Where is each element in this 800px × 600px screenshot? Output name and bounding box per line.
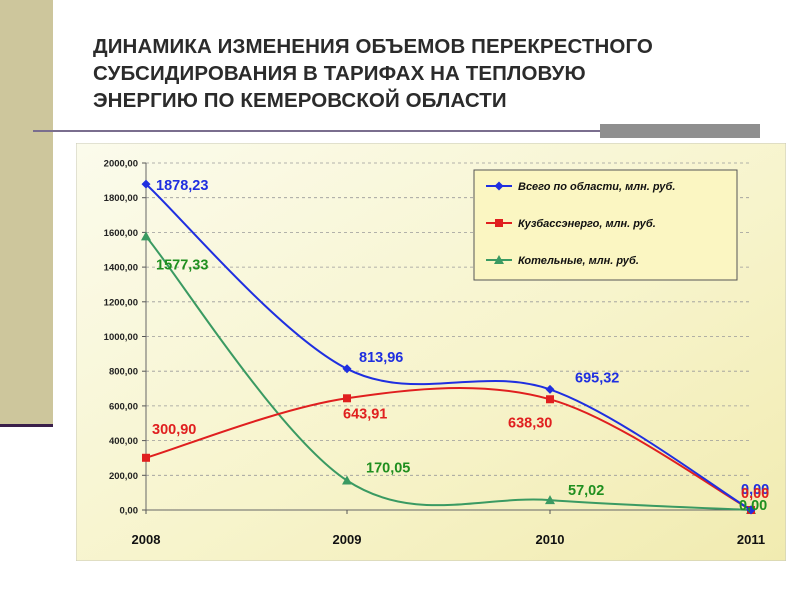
data-point-total (141, 179, 151, 189)
data-point-total (342, 364, 352, 374)
y-tick-label: 800,00 (109, 367, 138, 378)
data-point-kuzbassenergo (343, 394, 351, 403)
y-tick-label: 1600,00 (104, 228, 138, 239)
data-point-total (746, 505, 756, 515)
y-tick-label: 1800,00 (104, 193, 138, 204)
y-tick-label: 0,00 (120, 506, 139, 517)
data-point-total (545, 384, 555, 394)
title-underline (33, 130, 760, 132)
slide-title: ДИНАМИКА ИЗМЕНЕНИЯ ОБЪЕМОВ ПЕРЕКРЕСТНОГО… (93, 35, 653, 112)
data-label-total: 695,32 (575, 370, 619, 386)
data-label-kuzbassenergo: 0,00 (741, 486, 769, 502)
y-tick-label: 200,00 (109, 471, 138, 482)
y-tick-label: 1000,00 (104, 332, 138, 343)
line-chart: 0,00 200,00 400,00 600,00 800,00 1000,00 1200,… (75, 142, 787, 562)
decorative-side-bar (0, 0, 53, 426)
data-label-boilers: 0,00 (739, 498, 767, 514)
legend-label-boilers: Котельные, млн. руб. (518, 255, 639, 267)
chart-container: 0,00 200,00 400,00 600,00 800,00 1000,00 1200,… (75, 142, 787, 562)
y-tick-label: 400,00 (109, 436, 138, 447)
x-tick-label: 2009 (333, 532, 362, 547)
decorative-side-rule (0, 424, 53, 427)
legend-marker-total (494, 181, 504, 191)
data-label-boilers: 170,05 (366, 460, 410, 476)
series-line-boilers (145, 235, 752, 511)
y-tick-label: 1200,00 (104, 297, 138, 308)
legend-marker-kuzbassenergo (495, 219, 503, 227)
data-label-total: 813,96 (359, 350, 403, 366)
legend-marker-boilers (494, 255, 504, 264)
data-point-kuzbassenergo (142, 453, 150, 462)
data-label-kuzbassenergo: 643,91 (343, 406, 387, 422)
data-label-total: 1878,23 (156, 178, 208, 194)
data-point-boilers (342, 475, 352, 485)
legend-label-total: Всего по области, млн. руб. (518, 181, 675, 193)
title-accent-block (600, 124, 760, 138)
legend-box (473, 169, 738, 281)
data-label-kuzbassenergo: 300,90 (152, 422, 196, 438)
legend-label-kuzbassenergo: Кузбассэнерго, млн. руб. (518, 218, 656, 230)
y-tick-label: 1400,00 (104, 263, 138, 274)
y-tick-label: 600,00 (109, 401, 138, 412)
x-tick-label: 2008 (132, 532, 161, 547)
data-point-boilers (545, 495, 555, 505)
data-point-boilers (141, 231, 151, 241)
x-tick-label: 2010 (536, 532, 565, 547)
data-label-boilers: 1577,33 (156, 257, 208, 273)
x-tick-label: 2011 (737, 532, 765, 547)
y-tick-label: 2000,00 (104, 159, 138, 170)
series-line-kuzbassenergo (145, 386, 752, 511)
data-point-kuzbassenergo (546, 395, 554, 404)
data-label-boilers: 57,02 (568, 483, 604, 499)
data-label-kuzbassenergo: 638,30 (508, 415, 552, 431)
series-line-total (145, 183, 752, 511)
data-label-total: 0,00 (741, 482, 769, 498)
